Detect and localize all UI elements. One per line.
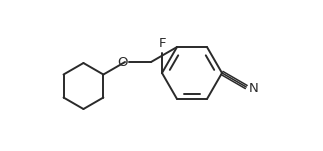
Text: F: F (158, 37, 166, 50)
Text: N: N (249, 82, 259, 95)
Text: O: O (118, 56, 128, 69)
